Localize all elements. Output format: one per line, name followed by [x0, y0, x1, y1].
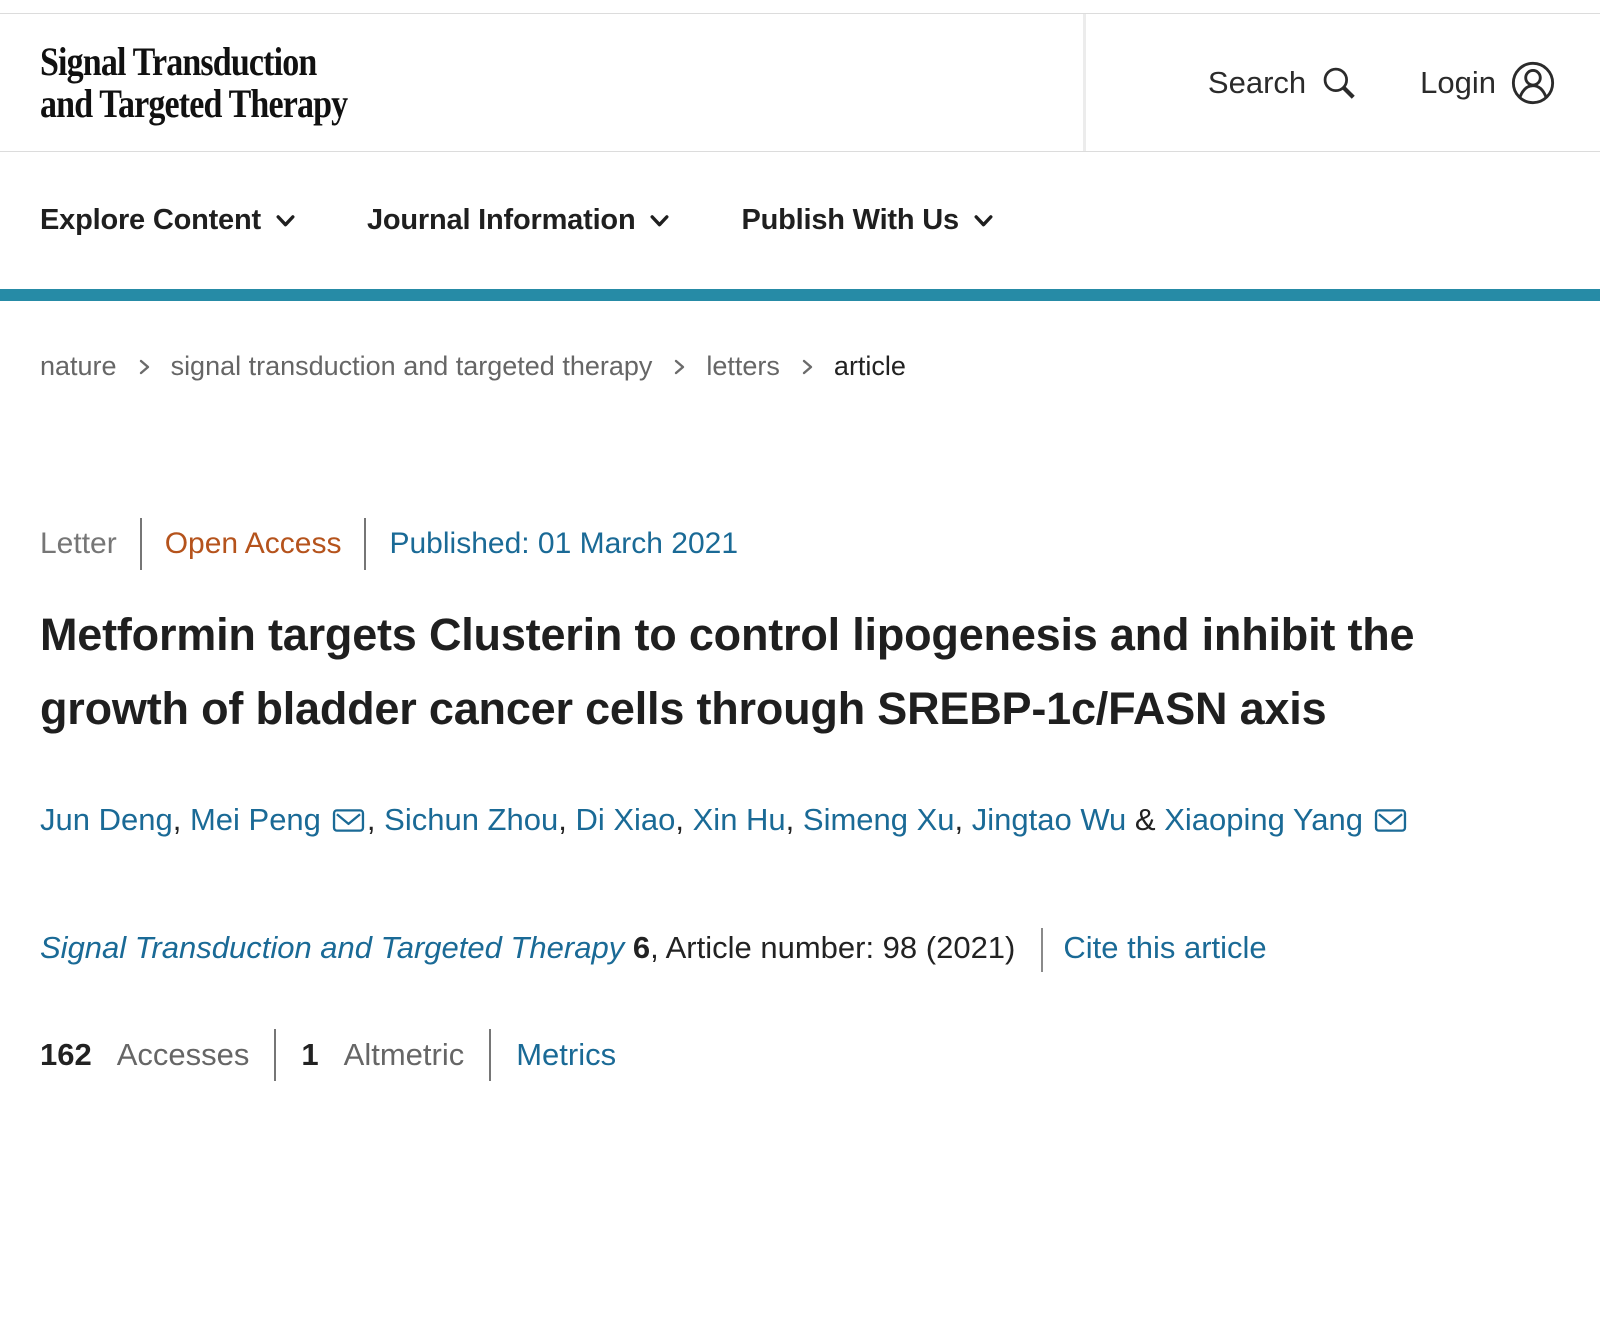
chevron-right-icon: [797, 357, 817, 377]
divider: [139, 518, 142, 570]
chevron-down-icon: [274, 209, 297, 232]
site-header: Signal Transduction and Targeted Therapy…: [0, 13, 1600, 152]
nav-item-label: Publish With Us: [741, 204, 959, 236]
breadcrumb: nature signal transduction and targeted …: [40, 351, 1600, 382]
breadcrumb-item-nature[interactable]: nature: [40, 351, 117, 381]
author-link[interactable]: Simeng Xu: [802, 802, 955, 837]
top-margin-strip: [0, 0, 1600, 13]
header-divider: [1083, 14, 1086, 151]
author-separator: ,: [366, 802, 385, 837]
author-list: Jun Deng, Mei Peng, Sichun Zhou, Di Xiao…: [40, 786, 1440, 854]
chevron-down-icon: [648, 209, 671, 232]
chevron-right-icon: [134, 357, 154, 377]
nav-item-label: Journal Information: [366, 204, 636, 236]
email-envelope-icon[interactable]: [1374, 807, 1407, 834]
nav-item-publish-with-us[interactable]: Publish With Us: [741, 204, 994, 237]
journal-logo-line1: Signal Transduction: [40, 38, 317, 84]
journal-volume: 6: [632, 930, 651, 965]
author-link[interactable]: Xin Hu: [692, 802, 786, 837]
metrics-link[interactable]: Metrics: [516, 1037, 617, 1072]
divider: [489, 1029, 492, 1081]
article-metrics: 162 Accesses 1 Altmetric Metrics: [40, 1029, 1600, 1081]
login-label: Login: [1420, 64, 1496, 100]
search-icon: [1320, 64, 1358, 102]
author-separator: &: [1126, 802, 1165, 837]
accesses-count: 162: [40, 1037, 92, 1072]
author-link[interactable]: Mei Peng: [189, 802, 321, 837]
breadcrumb-item-letters[interactable]: letters: [706, 351, 780, 381]
breadcrumb-item-journal[interactable]: signal transduction and targeted therapy: [170, 351, 653, 381]
breadcrumb-item-article: article: [833, 351, 906, 381]
search-button[interactable]: Search: [1208, 64, 1358, 102]
author-separator: ,: [172, 802, 190, 837]
author-link[interactable]: Sichun Zhou: [384, 802, 559, 837]
divider: [274, 1029, 277, 1081]
accesses-label: Accesses: [116, 1037, 250, 1072]
journal-link[interactable]: Signal Transduction and Targeted Therapy: [40, 930, 625, 965]
divider: [1041, 927, 1044, 972]
header-logo-area: Signal Transduction and Targeted Therapy: [0, 14, 1083, 151]
login-button[interactable]: Login: [1420, 60, 1556, 106]
open-access-link[interactable]: Open Access: [164, 527, 342, 560]
author-link[interactable]: Di Xiao: [575, 802, 676, 837]
author-separator: ,: [558, 802, 576, 837]
divider: [364, 518, 367, 570]
journal-citation-line: Signal Transduction and Targeted Therapy…: [40, 914, 1450, 981]
primary-nav: Explore Content Journal Information Publ…: [0, 152, 1600, 289]
header-actions: Search Login: [1086, 14, 1600, 151]
article-type-label: Letter: [40, 527, 117, 560]
author-link[interactable]: Jingtao Wu: [971, 802, 1127, 837]
email-envelope-icon[interactable]: [332, 807, 365, 834]
author-link[interactable]: Jun Deng: [40, 802, 173, 837]
journal-logo-line2: and Targeted Therapy: [40, 80, 348, 126]
article-header-section: Letter Open Access Published: 01 March 2…: [0, 518, 1600, 1081]
chevron-right-icon: [669, 357, 689, 377]
brand-accent-bar: [0, 289, 1600, 301]
published-date: Published: 01 March 2021: [389, 527, 739, 560]
article-title: Metformin targets Clusterin to control l…: [40, 609, 1415, 734]
search-label: Search: [1207, 64, 1307, 100]
nav-item-journal-information[interactable]: Journal Information: [367, 204, 672, 237]
author-separator: ,: [785, 802, 803, 837]
cite-this-article-link[interactable]: Cite this article: [1063, 930, 1267, 965]
author-separator: ,: [675, 802, 693, 837]
nav-item-label: Explore Content: [40, 204, 261, 236]
nav-item-explore-content[interactable]: Explore Content: [40, 204, 297, 237]
altmetric-count: 1: [301, 1037, 319, 1072]
altmetric-label: Altmetric: [343, 1037, 465, 1072]
author-link[interactable]: Xiaoping Yang: [1164, 802, 1364, 837]
journal-logo[interactable]: Signal Transduction and Targeted Therapy: [40, 38, 348, 126]
author-separator: ,: [954, 802, 972, 837]
article-number-text: , Article number: 98 (2021): [650, 930, 1016, 965]
article-identifiers: Letter Open Access Published: 01 March 2…: [40, 518, 1600, 570]
user-account-icon: [1510, 60, 1556, 106]
chevron-down-icon: [972, 209, 995, 232]
